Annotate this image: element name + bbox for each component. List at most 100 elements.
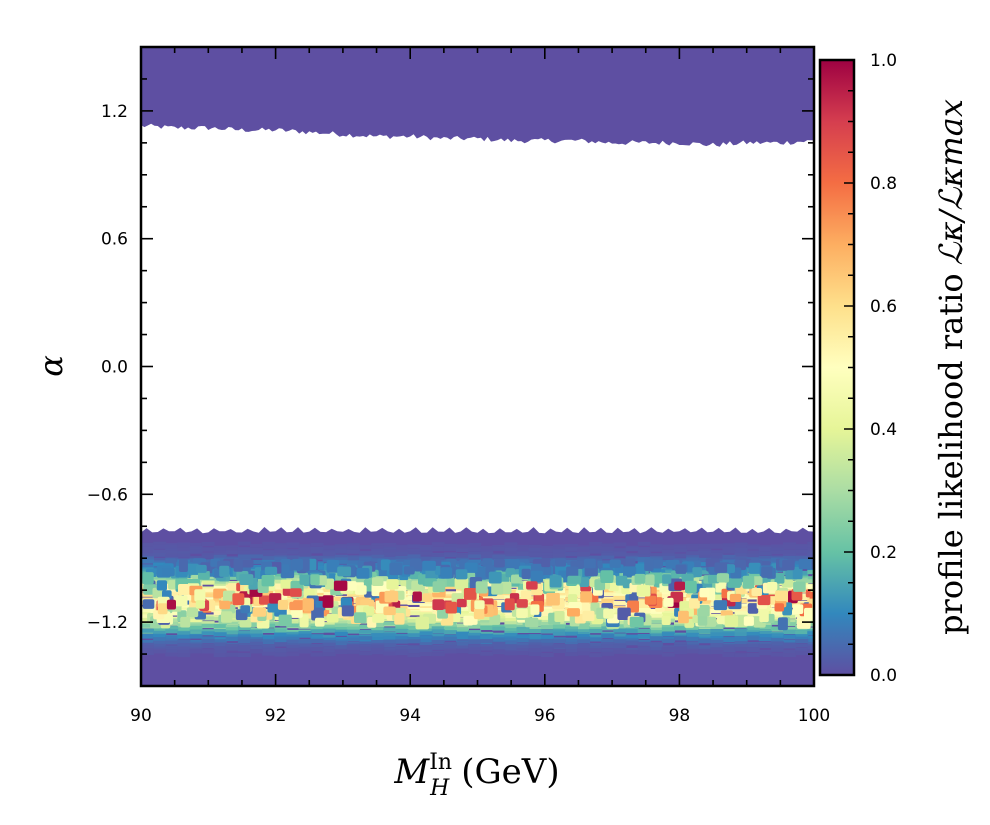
density-point <box>219 600 231 610</box>
density-cell <box>346 577 360 582</box>
density-cell <box>443 649 457 654</box>
density-point <box>530 570 544 583</box>
density-cell <box>165 588 179 593</box>
density-cell <box>807 641 814 646</box>
density-cell <box>153 552 167 557</box>
density-cell <box>698 562 712 567</box>
density-cell <box>552 631 566 636</box>
density-cell <box>237 547 251 552</box>
density-point <box>422 593 433 603</box>
density-cell <box>141 608 154 613</box>
density-cell <box>746 550 760 555</box>
plot-area <box>141 47 814 686</box>
density-cell <box>201 631 215 636</box>
x-tick-label: 98 <box>669 706 691 726</box>
density-cell <box>516 645 530 650</box>
density-cell <box>795 639 809 643</box>
density-point <box>278 614 292 627</box>
density-cell <box>201 547 215 552</box>
density-cell <box>250 645 263 650</box>
density-cell <box>758 551 772 556</box>
density-cell <box>601 634 615 639</box>
density-cell <box>540 622 554 627</box>
density-cell <box>419 546 433 551</box>
density-cell <box>565 648 578 653</box>
density-cell <box>177 653 191 658</box>
density-cell <box>250 639 263 643</box>
density-cell <box>710 636 724 640</box>
density-cell <box>443 553 457 558</box>
density-point <box>456 598 467 608</box>
density-cell <box>589 624 603 629</box>
density-cell <box>504 547 518 552</box>
density-cell <box>371 623 385 628</box>
density-cell <box>419 631 433 636</box>
density-point <box>542 565 552 575</box>
density-cell <box>322 634 336 639</box>
density-point <box>233 558 243 572</box>
density-cell <box>661 594 675 599</box>
density-point <box>299 614 309 628</box>
density-cell <box>334 618 348 623</box>
density-cell <box>468 650 482 654</box>
density-point <box>546 592 560 606</box>
density-cell <box>213 547 227 552</box>
density-cell <box>359 629 373 634</box>
density-cell <box>371 630 385 635</box>
density-cell <box>419 652 433 656</box>
density-point <box>432 599 445 610</box>
density-cell <box>552 624 566 629</box>
density-cell <box>661 555 675 560</box>
density-point <box>455 569 468 580</box>
density-point <box>322 595 334 608</box>
density-cell <box>201 636 215 641</box>
density-cell <box>746 647 760 652</box>
density-cell <box>480 651 494 656</box>
density-cell <box>334 629 348 634</box>
density-point <box>474 600 485 610</box>
density-cell <box>625 547 639 552</box>
density-cell <box>165 576 179 581</box>
density-point <box>567 594 578 604</box>
density-cell <box>540 642 554 647</box>
density-cell <box>577 622 591 627</box>
density-point <box>520 590 532 601</box>
density-cell <box>165 551 179 556</box>
density-cell <box>783 630 796 634</box>
density-point <box>437 609 448 619</box>
density-point <box>670 591 684 603</box>
density-cell <box>286 621 300 625</box>
density-cell <box>746 625 760 630</box>
density-cell <box>807 584 814 589</box>
density-point <box>608 582 619 592</box>
density-cell <box>710 632 724 637</box>
upper-band-region <box>141 47 814 147</box>
density-cell <box>783 555 796 560</box>
density-cell <box>480 551 494 556</box>
density-cell <box>431 542 445 547</box>
density-point <box>279 564 290 574</box>
density-cell <box>698 570 712 575</box>
density-cell <box>165 635 179 640</box>
density-point <box>644 595 657 605</box>
density-cell <box>552 546 566 551</box>
density-cell <box>237 637 251 642</box>
density-cell <box>201 629 215 634</box>
density-cell <box>722 549 736 554</box>
density-point <box>791 589 803 601</box>
density-cell <box>201 621 215 626</box>
density-point <box>299 574 310 585</box>
density-cell <box>177 634 191 639</box>
density-point <box>742 575 755 589</box>
density-cell <box>177 642 191 647</box>
density-cell <box>589 549 603 554</box>
density-point <box>555 558 567 567</box>
density-cell <box>734 553 748 558</box>
density-cell <box>504 628 518 633</box>
density-cell <box>504 640 518 645</box>
density-cell <box>286 634 300 639</box>
density-cell <box>274 553 288 558</box>
density-cell <box>165 649 179 654</box>
density-cell <box>783 614 796 619</box>
density-point <box>516 599 528 608</box>
